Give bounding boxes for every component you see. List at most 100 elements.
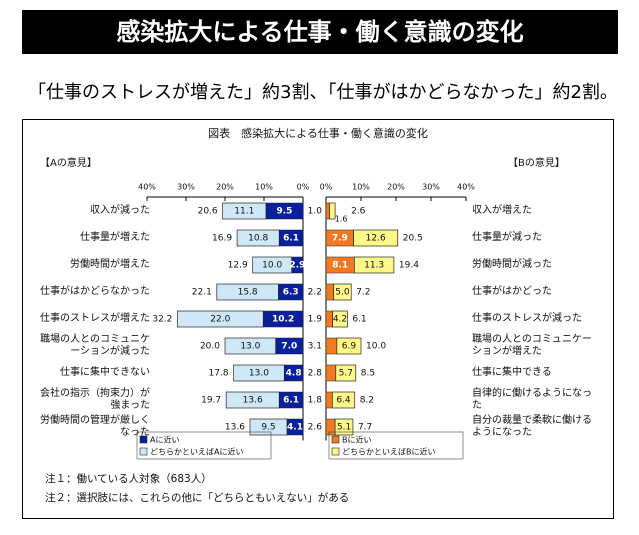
bar-segment — [325, 337, 338, 355]
total-label: 19.4 — [399, 261, 419, 271]
x-tick-label: 20% — [387, 183, 405, 192]
x-tick-label: 40% — [138, 183, 156, 192]
banner: 感染拡大による仕事・働く意識の変化 — [22, 10, 618, 54]
bar-segment — [336, 337, 362, 355]
figure-frame — [22, 119, 614, 519]
value-label: 3.1 — [308, 342, 322, 352]
value-label: 11.3 — [364, 261, 384, 271]
value-label: 7.9 — [332, 234, 348, 244]
value-label: 2.6 — [308, 423, 323, 433]
total-label: 20.0 — [200, 342, 220, 352]
value-label: 2.2 — [308, 288, 322, 298]
category-label: 仕事のストレスが減った — [472, 313, 582, 324]
category-label: 仕事に集中できない — [60, 367, 150, 378]
value-label: 2.9 — [289, 261, 305, 271]
value-label: 1.0 — [308, 207, 323, 217]
x-tick-label: 0% — [297, 183, 310, 192]
x-tick-label: 30% — [422, 183, 440, 192]
value-label: 10.8 — [248, 234, 268, 244]
bar-segment — [233, 364, 285, 382]
value-label: 7.0 — [281, 342, 297, 352]
bar-segment — [325, 310, 333, 328]
x-tick-label: 10% — [352, 183, 370, 192]
bar-segment — [224, 337, 277, 355]
value-label: 6.4 — [336, 396, 351, 406]
value-label: 11.1 — [234, 207, 254, 217]
value-label: 4.1 — [287, 423, 303, 433]
value-label: 10.2 — [272, 315, 294, 325]
category-label: 収入が減った — [90, 205, 150, 216]
total-label: 17.8 — [209, 369, 229, 379]
bar-segment — [216, 283, 279, 301]
legend-box — [136, 431, 272, 460]
total-label: 6.1 — [352, 315, 366, 325]
total-label: 10.0 — [366, 342, 386, 352]
bar-segment — [236, 229, 280, 247]
category-label: 収入が増えた — [472, 205, 532, 216]
legend-swatch — [139, 435, 148, 444]
category-label: 職場の人とのコミュニケーションが増えた — [472, 334, 592, 357]
bar-segment — [222, 202, 267, 220]
legend-label: Aに近い — [150, 435, 179, 445]
value-label: 10.0 — [262, 261, 282, 271]
bar-segment — [354, 256, 395, 274]
total-label: 7.7 — [358, 423, 372, 433]
panel-heading: 【Aの意見】 — [40, 156, 97, 169]
total-label: 16.9 — [212, 234, 232, 244]
bar-segment — [325, 364, 337, 382]
bar-segment — [325, 391, 333, 409]
note: 注２：選択肢には、これらの他に「どちらともいえない」がある — [45, 492, 350, 504]
value-label: 13.0 — [249, 369, 269, 379]
note: 注１：働いている人対象（683人） — [45, 473, 212, 485]
bar-segment — [333, 283, 352, 301]
bar-segment — [332, 310, 348, 328]
total-label: 2.6 — [351, 207, 366, 217]
legend-label: Bに近い — [342, 435, 372, 445]
x-tick-label: 30% — [177, 183, 195, 192]
category-label: 労働時間が減った — [472, 259, 552, 270]
legend-label: どちらかといえばBに近い — [342, 447, 436, 457]
legend-label: どちらかといえばAに近い — [150, 447, 243, 457]
value-label: 8.1 — [332, 261, 348, 271]
bar-segment — [325, 418, 336, 436]
total-label: 19.7 — [201, 396, 221, 406]
total-label: 20.6 — [198, 207, 218, 217]
bar-segment — [177, 310, 264, 328]
bar-segment — [335, 364, 357, 382]
bar-segment — [353, 229, 399, 247]
panel-heading: 【Bの意見】 — [508, 156, 565, 169]
bar-segment — [331, 391, 356, 409]
value-label: 1.6 — [335, 215, 348, 224]
value-label: 13.6 — [243, 396, 263, 406]
value-label: 6.3 — [283, 288, 299, 298]
value-label: 22.0 — [210, 315, 230, 325]
category-label: 仕事に集中できる — [472, 367, 552, 378]
category-label: 仕事がはかどった — [472, 286, 552, 297]
total-label: 12.9 — [228, 261, 248, 271]
category-label: 仕事量が減った — [472, 232, 542, 243]
value-label: 5.7 — [339, 369, 353, 379]
total-label: 7.2 — [356, 288, 370, 298]
figure-title: 図表 感染拡大による仕事・働く意識の変化 — [208, 126, 428, 140]
total-label: 22.1 — [192, 288, 212, 298]
category-label: 労働時間が増えた — [70, 259, 150, 270]
subtitle: 「仕事のストレスが増えた」約3割、「仕事がはかどらなかった」約2割。 — [28, 82, 618, 103]
category-label: 労働時間の管理が厳しくなった — [40, 415, 150, 438]
legend-swatch — [331, 447, 340, 456]
value-label: 15.8 — [238, 288, 258, 298]
value-label: 5.1 — [337, 423, 351, 433]
legend-swatch — [139, 447, 148, 456]
bar-segment — [249, 418, 288, 436]
x-tick-label: 40% — [457, 183, 475, 192]
value-label: 1.9 — [308, 315, 323, 325]
x-tick-label: 20% — [216, 183, 234, 192]
x-tick-label: 0% — [320, 183, 333, 192]
value-label: 5.0 — [335, 288, 350, 298]
bar-segment — [334, 418, 354, 436]
value-label: 12.6 — [366, 234, 386, 244]
value-label: 6.1 — [283, 396, 299, 406]
bar-segment — [252, 256, 293, 274]
value-label: 4.2 — [333, 315, 347, 325]
